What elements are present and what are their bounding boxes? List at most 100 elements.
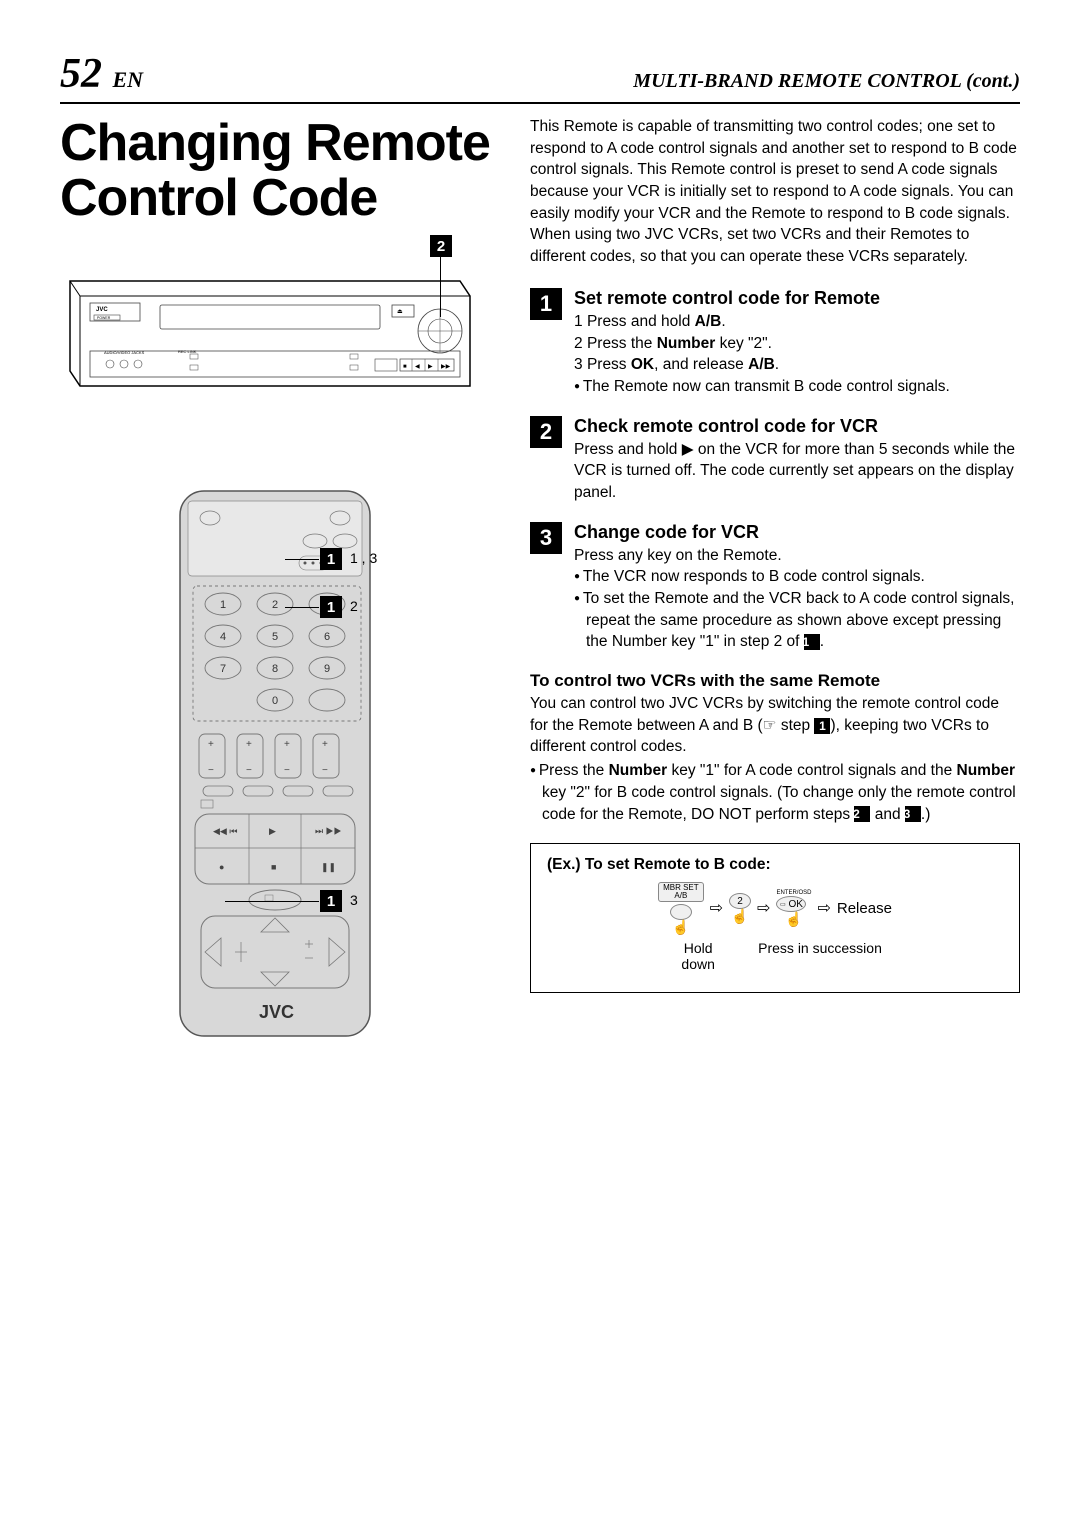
- step-3-bullet-2: To set the Remote and the VCR back to A …: [574, 588, 1020, 653]
- step-3-title: Change code for VCR: [574, 522, 1020, 543]
- callout-line: [285, 559, 319, 560]
- svg-text:8: 8: [272, 663, 278, 675]
- svg-text:−: −: [208, 765, 214, 776]
- svg-text:JVC: JVC: [259, 1002, 294, 1022]
- example-key-ok-sup: ENTER/OSD: [776, 890, 811, 896]
- example-labels: Hold down Press in succession: [547, 940, 1003, 972]
- callout-remote-1-label: 1 , 3: [350, 550, 377, 566]
- substep-bold: OK: [631, 356, 654, 373]
- text-bold: Number: [957, 762, 1016, 779]
- callout-remote-2-label: 2: [350, 598, 358, 614]
- step-3: 3 Change code for VCR Press any key on t…: [530, 522, 1020, 653]
- svg-text:+: +: [208, 739, 214, 750]
- svg-text:+: +: [284, 739, 290, 750]
- example-title: (Ex.) To set Remote to B code:: [547, 856, 1003, 874]
- page-header: 52 EN MULTI-BRAND REMOTE CONTROL (cont.): [60, 50, 1020, 104]
- page-number-suffix: EN: [113, 67, 144, 92]
- inline-step-ref: 1: [804, 634, 820, 650]
- two-vcr-body: You can control two JVC VCRs by switchin…: [530, 693, 1020, 825]
- substep-num: 1: [574, 313, 583, 330]
- svg-text:⏏: ⏏: [397, 309, 403, 315]
- svg-text:−: −: [284, 765, 290, 776]
- example-key-hold: [670, 904, 692, 920]
- svg-text:◀◀ ⏮: ◀◀ ⏮: [213, 826, 237, 836]
- step-2: 2 Check remote control code for VCR Pres…: [530, 416, 1020, 504]
- svg-text:▶: ▶: [269, 826, 276, 836]
- arrow-icon: ⇨: [757, 898, 770, 918]
- content-columns: Changing Remote Control Code 2 JVC POWER: [60, 116, 1020, 1046]
- svg-text:9: 9: [324, 663, 330, 675]
- step-3-number: 3: [530, 522, 562, 554]
- inline-step-ref: 3: [905, 806, 921, 822]
- substep-text: key "2".: [715, 335, 772, 352]
- svg-text:7: 7: [220, 663, 226, 675]
- callout-line: [285, 607, 319, 608]
- svg-text:⏭ ▶▶: ⏭ ▶▶: [315, 826, 342, 836]
- callout-line: [225, 901, 319, 902]
- svg-text:▶: ▶: [428, 364, 433, 370]
- svg-text:❚❚: ❚❚: [321, 862, 336, 873]
- arrow-icon: ⇨: [817, 898, 830, 918]
- callout-remote-1: 1: [320, 548, 342, 570]
- step-3-bullet-1: The VCR now responds to B code control s…: [574, 566, 1020, 588]
- svg-text:JVC: JVC: [96, 307, 108, 313]
- svg-text:−: −: [322, 765, 328, 776]
- substep-text: Press: [587, 356, 631, 373]
- step-3-text: Press any key on the Remote. The VCR now…: [574, 545, 1020, 653]
- section-title: MULTI-BRAND REMOTE CONTROL (cont.): [633, 70, 1020, 93]
- substep-text: .: [775, 356, 779, 373]
- hand-icon: ☝: [776, 912, 811, 926]
- callout-remote-3: 1: [320, 890, 342, 912]
- svg-text:+: +: [322, 739, 328, 750]
- right-column: This Remote is capable of transmitting t…: [530, 116, 1020, 1046]
- svg-text:6: 6: [324, 631, 330, 643]
- example-key-2: 2: [729, 893, 751, 909]
- example-row: MBR SET A/B ☝ ⇨ 2 ☝ ⇨ ENTER/OSD ▭ OK ☝ ⇨…: [547, 882, 1003, 934]
- step-1-bullet: The Remote now can transmit B code contr…: [574, 376, 1020, 398]
- step-2-title: Check remote control code for VCR: [574, 416, 1020, 437]
- svg-text:2: 2: [272, 599, 278, 611]
- substep-bold: A/B: [695, 313, 722, 330]
- substep-text: , and release: [654, 356, 748, 373]
- step-3-bullet-2-text: To set the Remote and the VCR back to A …: [583, 590, 1015, 650]
- main-heading: Changing Remote Control Code: [60, 116, 500, 225]
- intro-paragraph: This Remote is capable of transmitting t…: [530, 116, 1020, 268]
- svg-text:+: +: [246, 739, 252, 750]
- page-number: 52 EN: [60, 50, 143, 98]
- svg-text:−: −: [246, 765, 252, 776]
- hand-icon: ☝: [658, 920, 704, 934]
- svg-text:5: 5: [272, 631, 278, 643]
- svg-text:POWER: POWER: [97, 316, 111, 320]
- svg-text:0: 0: [272, 695, 278, 707]
- substep-text: Press the: [587, 335, 657, 352]
- two-vcr-title: To control two VCRs with the same Remote: [530, 671, 1020, 691]
- svg-text:1: 1: [220, 599, 226, 611]
- step-2-number: 2: [530, 416, 562, 448]
- two-vcr-section: To control two VCRs with the same Remote…: [530, 671, 1020, 825]
- text: .): [921, 806, 930, 823]
- svg-text:■: ■: [271, 862, 276, 872]
- substep-bold: Number: [657, 335, 716, 352]
- svg-text:●: ●: [219, 862, 224, 872]
- svg-text:▶▶: ▶▶: [441, 364, 451, 370]
- svg-text:AUDIO/VIDEO JACKS: AUDIO/VIDEO JACKS: [104, 350, 145, 355]
- left-column: Changing Remote Control Code 2 JVC POWER: [60, 116, 500, 1046]
- svg-text:■: ■: [403, 364, 407, 370]
- callout-remote-3-label: 3: [350, 892, 358, 908]
- inline-step-ref: 2: [854, 806, 870, 822]
- inline-step-ref: 1: [814, 718, 830, 734]
- example-release: Release: [837, 900, 892, 917]
- page-number-value: 52: [60, 51, 102, 97]
- substep-text: .: [721, 313, 725, 330]
- text: key "1" for A code control signals and t…: [667, 762, 956, 779]
- text: Press the: [539, 762, 609, 779]
- remote-svg: 1 2 3 4 5 6 7 8 9 0 +− +− +− +−: [155, 486, 405, 1046]
- step-2-text: Press and hold ▶ on the VCR for more tha…: [574, 439, 1020, 504]
- substep-num: 2: [574, 335, 583, 352]
- text-bold: Number: [609, 762, 668, 779]
- callout-marker-vcr: 2: [430, 235, 452, 257]
- step-1-number: 1: [530, 288, 562, 320]
- two-vcr-bullet: Press the Number key "1" for A code cont…: [530, 760, 1020, 825]
- step-3-body: Press any key on the Remote.: [574, 545, 1020, 567]
- step-1-text: 1 Press and hold A/B. 2 Press the Number…: [574, 311, 1020, 398]
